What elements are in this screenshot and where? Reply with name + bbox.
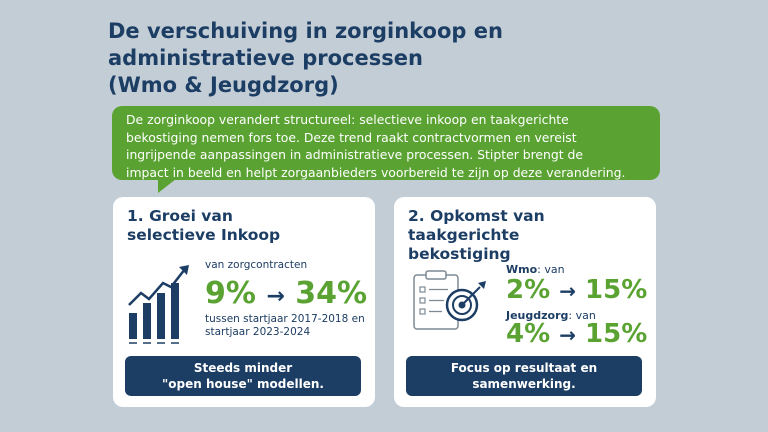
arrow-icon: → [559,323,576,347]
title-line-2: administratieve processen [108,46,423,70]
intro-line-1: De zorginkoop verandert structureel: sel… [126,112,569,127]
clipboard-target-icon [413,270,486,330]
card-selective-inkoop: 1. Groei van selectieve Inkoop van zorgc… [113,197,375,407]
jeugdzorg-stat: 4% → 15% [506,320,647,349]
intro-bubble: De zorginkoop verandert structureel: sel… [112,106,660,180]
jeugdzorg-label-strong: Jeugdzorg [506,309,569,322]
jeugdzorg-label-suffix: : van [568,309,596,322]
card2-title-line-1: 2. Opkomst van [408,207,545,225]
card2-title: 2. Opkomst van taakgerichte bekostiging [408,207,648,264]
card1-stat: 9% → 34% [205,278,367,313]
intro-line-4: impact in beeld en helpt zorgaanbieders … [126,164,626,180]
intro-line-2: bekostiging nemen fors toe. Deze trend r… [126,129,577,145]
arrow-icon: → [266,284,285,309]
arrow-icon: → [559,279,576,303]
wmo-from: 2% [506,275,551,305]
card1-caption-top: van zorgcontracten [205,259,308,271]
card1-caption-bottom: tussen startjaar 2017-2018 en startjaar … [205,313,365,339]
card-taakgerichte-bekostiging: 2. Opkomst van taakgerichte bekostiging … [394,197,656,407]
card1-title-line-2: selectieve Inkoop [127,226,281,244]
title-line-1: De verschuiving in zorginkoop en [108,19,503,43]
wmo-stat: 2% → 15% [506,276,647,305]
jeugdzorg-label: Jeugdzorg: van [506,309,596,322]
card1-cta-line-2: "open house" modellen. [162,377,324,391]
jeugdzorg-from: 4% [506,319,551,349]
card2-cta-line-1: Focus op resultaat en [450,361,598,375]
jeugdzorg-to: 15% [585,319,648,349]
wmo-label: Wmo: van [506,263,565,276]
card2-cta-banner: Focus op resultaat en samenwerking. [406,356,642,396]
intro-line-3: ingrijpende aanpassingen in administrati… [126,147,584,162]
card1-caption-bottom-line-1: tussen startjaar 2017-2018 en [205,313,365,325]
card1-to: 34% [295,276,368,311]
bar-chart-growth-icon [128,265,189,344]
card1-cta-banner: Steeds minder "open house" modellen. [125,356,361,396]
card1-caption-bottom-line-2: startjaar 2023-2024 [205,326,311,338]
wmo-label-suffix: : van [537,263,565,276]
card1-cta-line-1: Steeds minder [193,361,293,375]
title-line-3: (Wmo & Jeugdzorg) [108,73,339,97]
card1-from: 9% [205,276,256,311]
card2-title-line-3: bekostiging [408,245,511,263]
page-title: De verschuiving in zorginkoop en adminis… [108,18,668,99]
card2-title-line-2: taakgerichte [408,226,520,244]
wmo-to: 15% [585,275,648,305]
card2-cta-line-2: samenwerking. [472,377,576,391]
card1-title-line-1: 1. Groei van [127,207,233,225]
card1-title: 1. Groei van selectieve Inkoop [127,207,367,245]
speech-bubble-tail [158,179,176,193]
wmo-label-strong: Wmo [506,263,538,276]
